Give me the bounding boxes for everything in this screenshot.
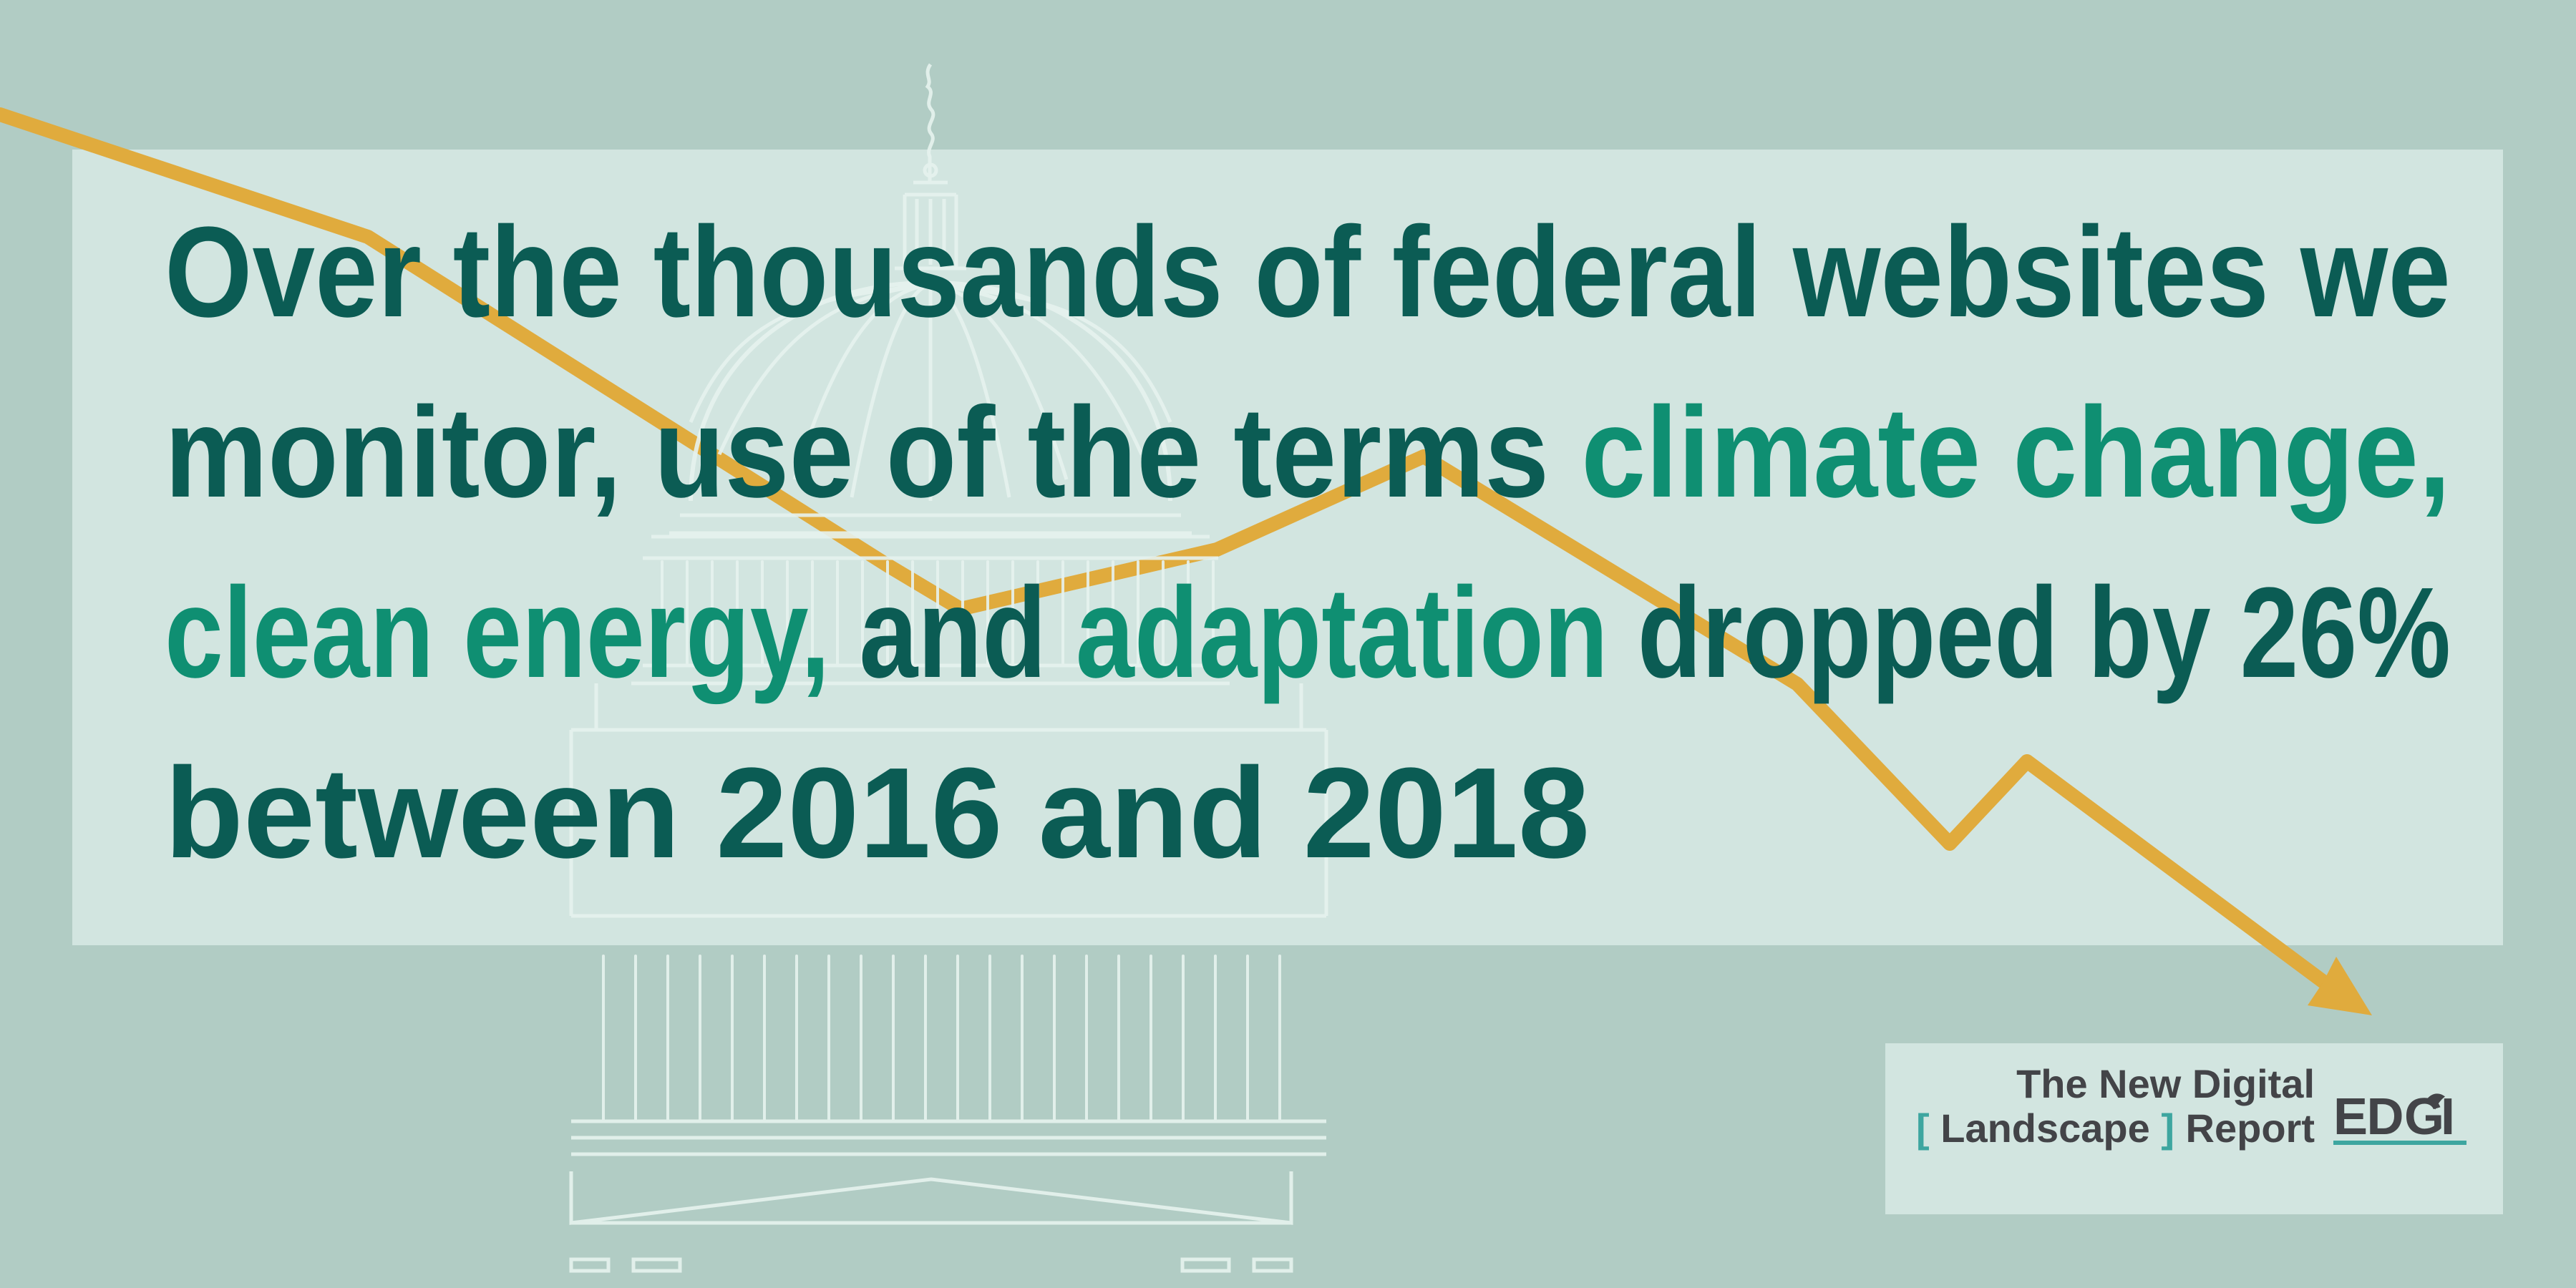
svg-text:D: D (2367, 1088, 2404, 1146)
svg-text:E: E (2333, 1088, 2368, 1146)
